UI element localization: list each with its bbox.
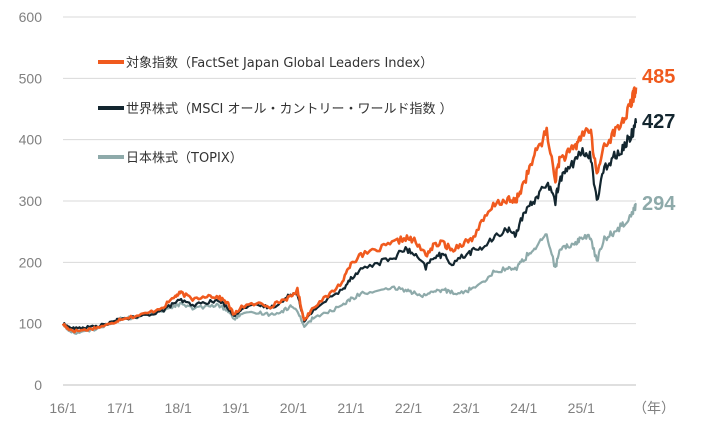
y-tick-label: 200 (19, 254, 43, 270)
x-tick-label: 23/1 (452, 400, 479, 416)
series-line-1 (62, 118, 638, 331)
end-label-0: 485 (642, 66, 675, 88)
x-tick-label: 21/1 (337, 400, 364, 416)
legend-label-1: 世界株式（MSCI オール・カントリー・ワールド指数 ） (126, 102, 453, 117)
x-tick-label: 18/1 (165, 400, 192, 416)
series-line-2 (62, 202, 637, 335)
x-tick-label: 17/1 (107, 400, 134, 416)
y-tick-label: 600 (19, 9, 43, 25)
gridlines (63, 16, 636, 386)
y-tick-label: 100 (19, 316, 43, 332)
y-tick-label: 400 (19, 132, 43, 148)
y-axis-ticks: 0 100 200 300 400 500 600 (19, 9, 43, 393)
x-axis-ticks: 16/1 17/1 18/1 19/1 20/1 21/1 22/1 23/1 24/1 25/1… (49, 400, 675, 416)
series-line-0 (61, 86, 638, 334)
y-tick-label: 300 (19, 193, 43, 209)
x-tick-label: 19/1 (222, 400, 249, 416)
x-tick-label: 16/1 (49, 400, 76, 416)
x-tick-label: 25/1 (568, 400, 595, 416)
legend-label-0: 対象指数（FactSet Japan Global Leaders Index） (126, 56, 433, 71)
legend: 対象指数（FactSet Japan Global Leaders Index）… (98, 56, 453, 166)
y-tick-label: 500 (19, 70, 43, 86)
end-label-1: 427 (642, 111, 675, 133)
end-label-2: 294 (642, 193, 676, 215)
series-lines (61, 86, 638, 335)
x-tick-label: 22/1 (395, 400, 422, 416)
x-axis-unit-label: （年） (633, 400, 675, 416)
end-value-labels: 485 427 294 (642, 66, 676, 215)
y-tick-label: 0 (34, 377, 42, 393)
x-tick-label: 20/1 (280, 400, 307, 416)
x-tick-label: 24/1 (510, 400, 537, 416)
legend-label-2: 日本株式（TOPIX） (126, 151, 243, 166)
